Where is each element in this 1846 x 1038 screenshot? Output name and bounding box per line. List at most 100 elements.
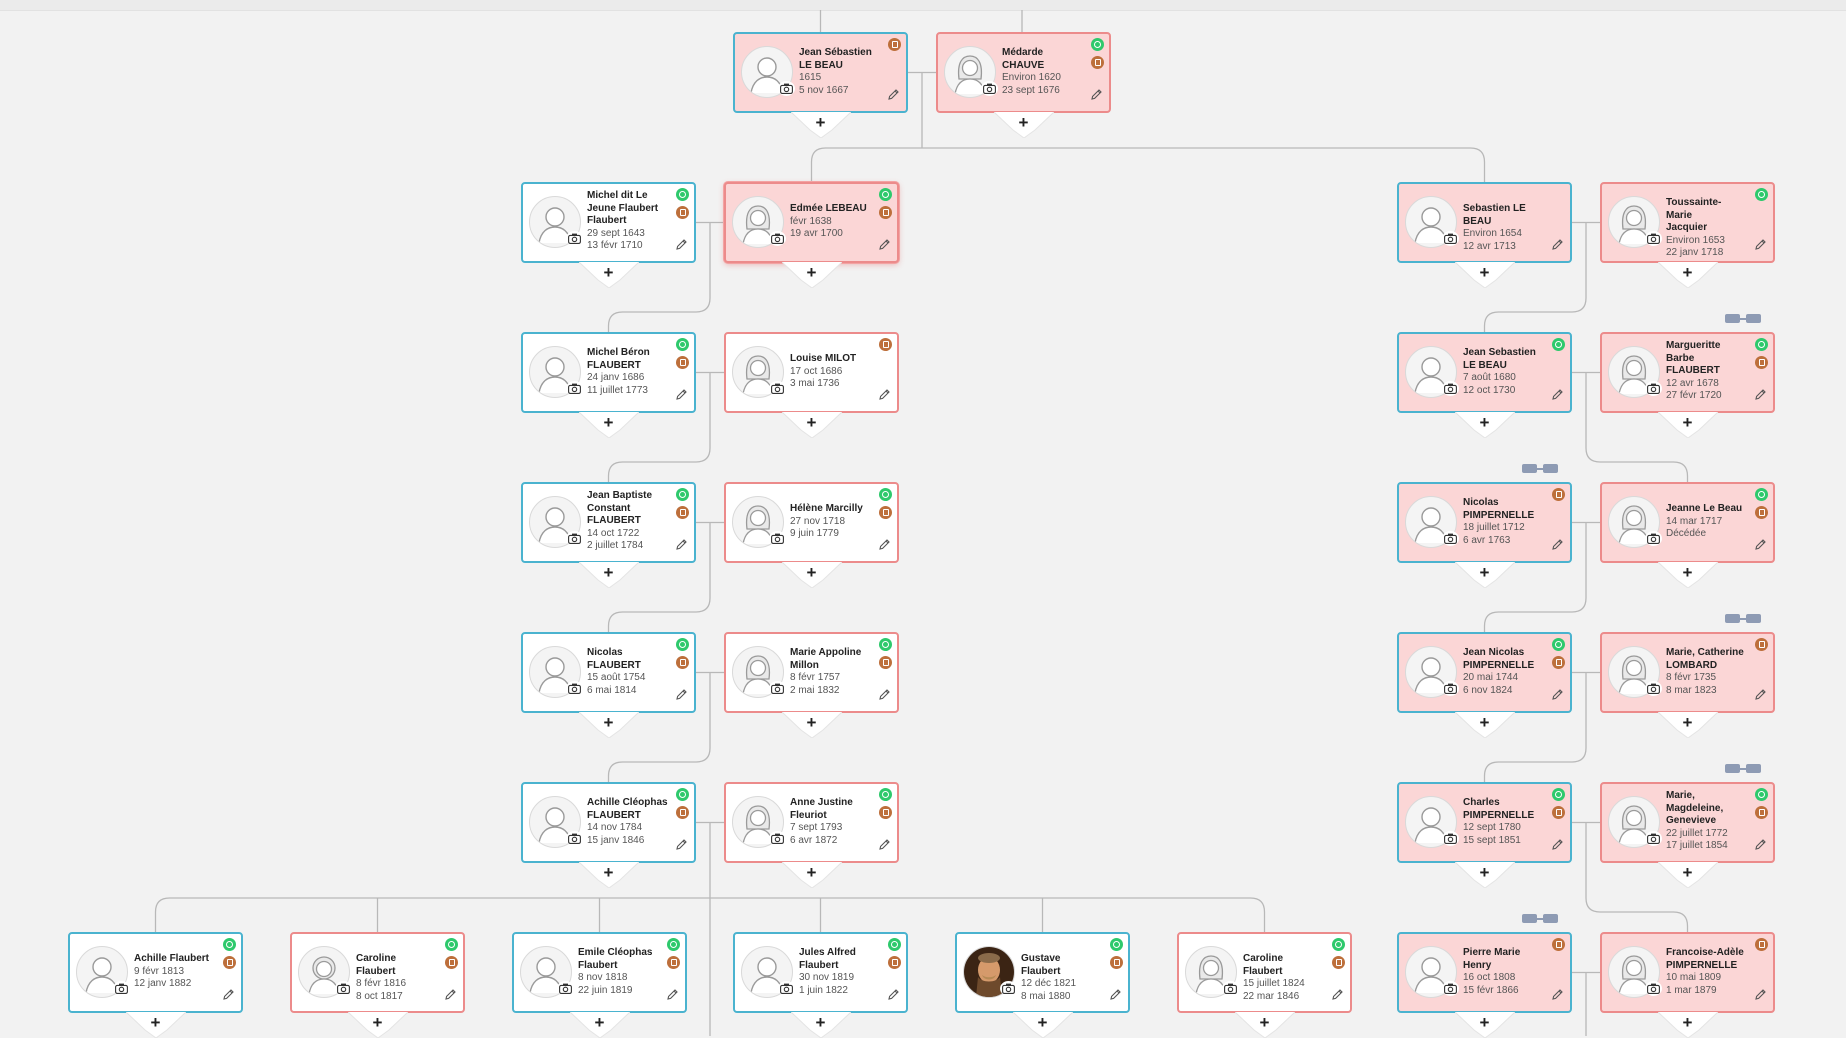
person-card-caroline1[interactable]: Caroline Flaubert 8 févr 1816 8 oct 1817 — [290, 932, 465, 1013]
person-card-marie_app[interactable]: Marie Appoline Millon 8 févr 1757 2 mai 183… — [724, 632, 899, 713]
green-hint-icon[interactable] — [676, 188, 689, 201]
camera-icon[interactable] — [1222, 981, 1239, 996]
camera-icon[interactable] — [1442, 981, 1459, 996]
green-hint-icon[interactable] — [676, 338, 689, 351]
green-hint-icon[interactable] — [676, 488, 689, 501]
camera-icon[interactable] — [566, 231, 583, 246]
add-relative-button[interactable]: + — [1234, 1012, 1295, 1038]
brown-record-icon[interactable] — [676, 206, 689, 219]
person-card-pierre[interactable]: Pierre Marie Henry 16 oct 1808 15 févr 1866 — [1397, 932, 1572, 1013]
person-card-seb[interactable]: Sebastien LE BEAU Environ 1654 12 avr 1713 — [1397, 182, 1572, 263]
green-hint-icon[interactable] — [1552, 788, 1565, 801]
person-card-edmee[interactable]: Edmée LEBEAU févr 1638 19 avr 1700 — [724, 182, 899, 263]
male-avatar-icon[interactable] — [1405, 946, 1457, 998]
add-relative-button[interactable]: + — [781, 562, 842, 588]
green-hint-icon[interactable] — [676, 788, 689, 801]
brown-record-icon[interactable] — [1755, 806, 1768, 819]
brown-record-icon[interactable] — [676, 506, 689, 519]
person-card-marie_cath[interactable]: Marie, Catherine LOMBARD 8 févr 1735 8 mar … — [1600, 632, 1775, 713]
brown-record-icon[interactable] — [667, 956, 680, 969]
brown-record-icon[interactable] — [445, 956, 458, 969]
green-hint-icon[interactable] — [879, 188, 892, 201]
person-card-gustave[interactable]: Gustave Flaubert 12 déc 1821 8 mai 1880 — [955, 932, 1130, 1013]
pencil-icon[interactable] — [666, 988, 679, 1006]
add-relative-button[interactable]: + — [578, 562, 639, 588]
brown-record-icon[interactable] — [1110, 956, 1123, 969]
add-relative-button[interactable]: + — [578, 412, 639, 438]
pencil-icon[interactable] — [1754, 538, 1767, 556]
green-hint-icon[interactable] — [676, 638, 689, 651]
green-hint-icon[interactable] — [1332, 938, 1345, 951]
green-hint-icon[interactable] — [1755, 188, 1768, 201]
camera-icon[interactable] — [566, 381, 583, 396]
camera-icon[interactable] — [1645, 381, 1662, 396]
female-avatar-icon[interactable] — [298, 946, 350, 998]
brown-record-icon[interactable] — [1552, 938, 1565, 951]
female-avatar-icon[interactable] — [1608, 496, 1660, 548]
pencil-icon[interactable] — [887, 88, 900, 106]
pencil-icon[interactable] — [675, 538, 688, 556]
person-card-marguerite[interactable]: Margueritte Barbe FLAUBERT 12 avr 1678 27 fé… — [1600, 332, 1775, 413]
green-hint-icon[interactable] — [223, 938, 236, 951]
green-hint-icon[interactable] — [1110, 938, 1123, 951]
add-relative-button[interactable]: + — [1454, 412, 1515, 438]
linked-people-icon[interactable] — [1724, 314, 1775, 324]
person-card-emile[interactable]: Emile Cléophas Flaubert 8 nov 1818 22 juin … — [512, 932, 687, 1013]
pencil-icon[interactable] — [878, 538, 891, 556]
pencil-icon[interactable] — [878, 838, 891, 856]
add-relative-button[interactable]: + — [1454, 712, 1515, 738]
pencil-icon[interactable] — [1551, 238, 1564, 256]
person-card-anne[interactable]: Anne Justine Fleuriot 7 sept 1793 6 avr 187… — [724, 782, 899, 863]
green-hint-icon[interactable] — [1552, 338, 1565, 351]
green-hint-icon[interactable] — [879, 788, 892, 801]
person-card-nicolas_p[interactable]: Nicolas PIMPERNELLE 18 juillet 1712 6 avr 1… — [1397, 482, 1572, 563]
pencil-icon[interactable] — [1754, 388, 1767, 406]
person-card-jslb2[interactable]: Jean Sebastien LE BEAU 7 août 1680 12 oct 1… — [1397, 332, 1572, 413]
green-hint-icon[interactable] — [1755, 338, 1768, 351]
pencil-icon[interactable] — [222, 988, 235, 1006]
pencil-icon[interactable] — [1754, 238, 1767, 256]
add-relative-button[interactable]: + — [781, 862, 842, 888]
camera-icon[interactable] — [1442, 681, 1459, 696]
linked-people-icon[interactable] — [1724, 764, 1775, 774]
pencil-icon[interactable] — [1331, 988, 1344, 1006]
brown-record-icon[interactable] — [1755, 506, 1768, 519]
camera-icon[interactable] — [566, 831, 583, 846]
brown-record-icon[interactable] — [1755, 638, 1768, 651]
person-card-jslb1[interactable]: Jean Sébastien LE BEAU 1615 5 nov 1667 — [733, 32, 908, 113]
male-avatar-icon[interactable] — [529, 646, 581, 698]
brown-record-icon[interactable] — [1755, 356, 1768, 369]
camera-icon[interactable] — [1645, 531, 1662, 546]
pencil-icon[interactable] — [878, 388, 891, 406]
add-relative-button[interactable]: + — [1657, 712, 1718, 738]
person-card-jbc[interactable]: Jean Baptiste Constant FLAUBERT 14 oct 1722… — [521, 482, 696, 563]
brown-record-icon[interactable] — [879, 206, 892, 219]
brown-record-icon[interactable] — [1755, 938, 1768, 951]
add-relative-button[interactable]: + — [578, 262, 639, 288]
person-card-charles[interactable]: Charles PIMPERNELLE 12 sept 1780 15 sept 18… — [1397, 782, 1572, 863]
pencil-icon[interactable] — [878, 688, 891, 706]
pencil-icon[interactable] — [1090, 88, 1103, 106]
add-relative-button[interactable]: + — [1657, 562, 1718, 588]
add-relative-button[interactable]: + — [1454, 562, 1515, 588]
camera-icon[interactable] — [778, 981, 795, 996]
pencil-icon[interactable] — [675, 838, 688, 856]
person-card-jules[interactable]: Jules Alfred Flaubert 30 nov 1819 1 juin 18… — [733, 932, 908, 1013]
pencil-icon[interactable] — [1551, 538, 1564, 556]
add-relative-button[interactable]: + — [1657, 1012, 1718, 1038]
pencil-icon[interactable] — [887, 988, 900, 1006]
pencil-icon[interactable] — [675, 238, 688, 256]
camera-icon[interactable] — [769, 231, 786, 246]
brown-record-icon[interactable] — [1552, 656, 1565, 669]
pencil-icon[interactable] — [878, 238, 891, 256]
brown-record-icon[interactable] — [676, 806, 689, 819]
person-card-jeanne[interactable]: Jeanne Le Beau 14 mar 1717 Décédée — [1600, 482, 1775, 563]
camera-icon[interactable] — [1645, 231, 1662, 246]
brown-record-icon[interactable] — [879, 338, 892, 351]
green-hint-icon[interactable] — [1755, 788, 1768, 801]
person-card-michel_jeune[interactable]: Michel dit Le Jeune Flaubert Flaubert 29 se… — [521, 182, 696, 263]
brown-record-icon[interactable] — [1552, 488, 1565, 501]
person-card-michel_beron[interactable]: Michel Béron FLAUBERT 24 janv 1686 11 juill… — [521, 332, 696, 413]
camera-icon[interactable] — [769, 531, 786, 546]
pencil-icon[interactable] — [1551, 988, 1564, 1006]
